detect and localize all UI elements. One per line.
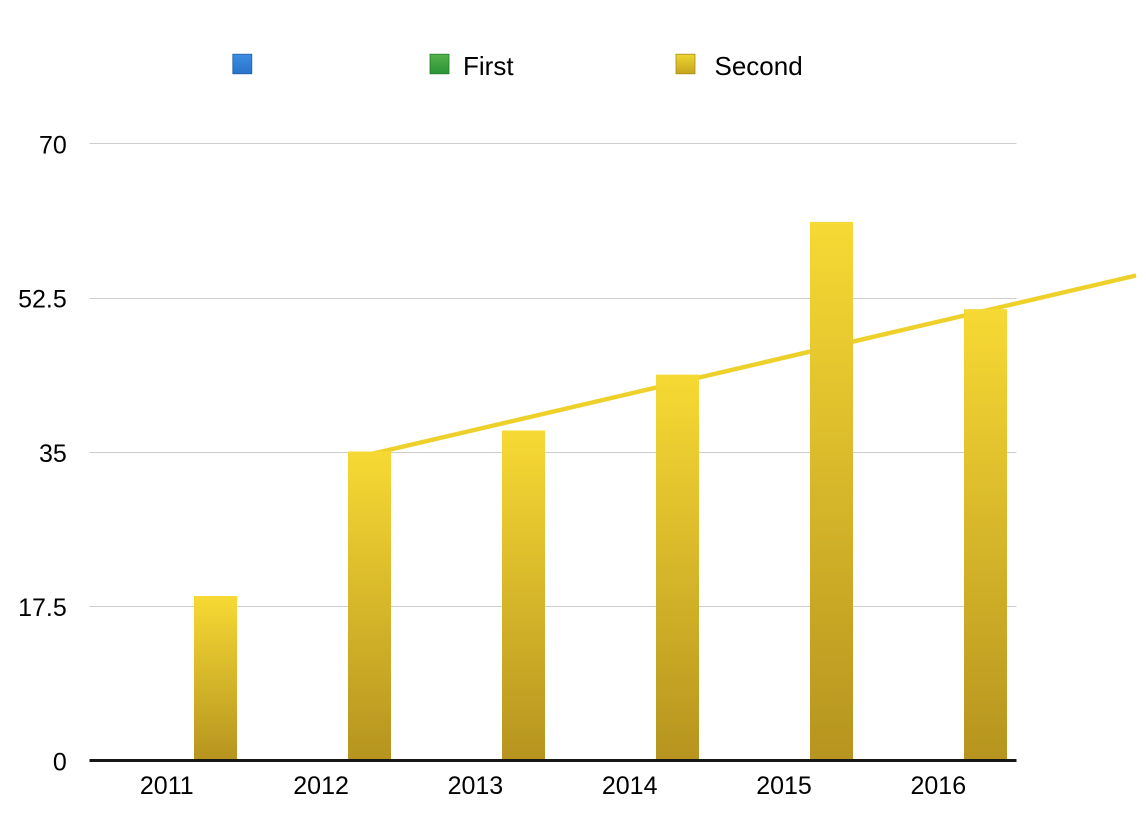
svg-text:Second: Second [715, 51, 803, 81]
svg-text:First: First [463, 51, 514, 81]
svg-text:52.5: 52.5 [18, 286, 67, 314]
svg-text:2014: 2014 [602, 772, 658, 800]
svg-text:2015: 2015 [756, 772, 812, 800]
svg-text:0: 0 [53, 748, 67, 776]
svg-text:2012: 2012 [293, 772, 349, 800]
svg-text:17.5: 17.5 [18, 594, 67, 622]
svg-text:2016: 2016 [910, 772, 966, 800]
svg-text:2011: 2011 [140, 772, 194, 800]
svg-text:35: 35 [39, 440, 67, 468]
svg-text:70: 70 [39, 131, 67, 159]
svg-text:2013: 2013 [448, 772, 504, 800]
